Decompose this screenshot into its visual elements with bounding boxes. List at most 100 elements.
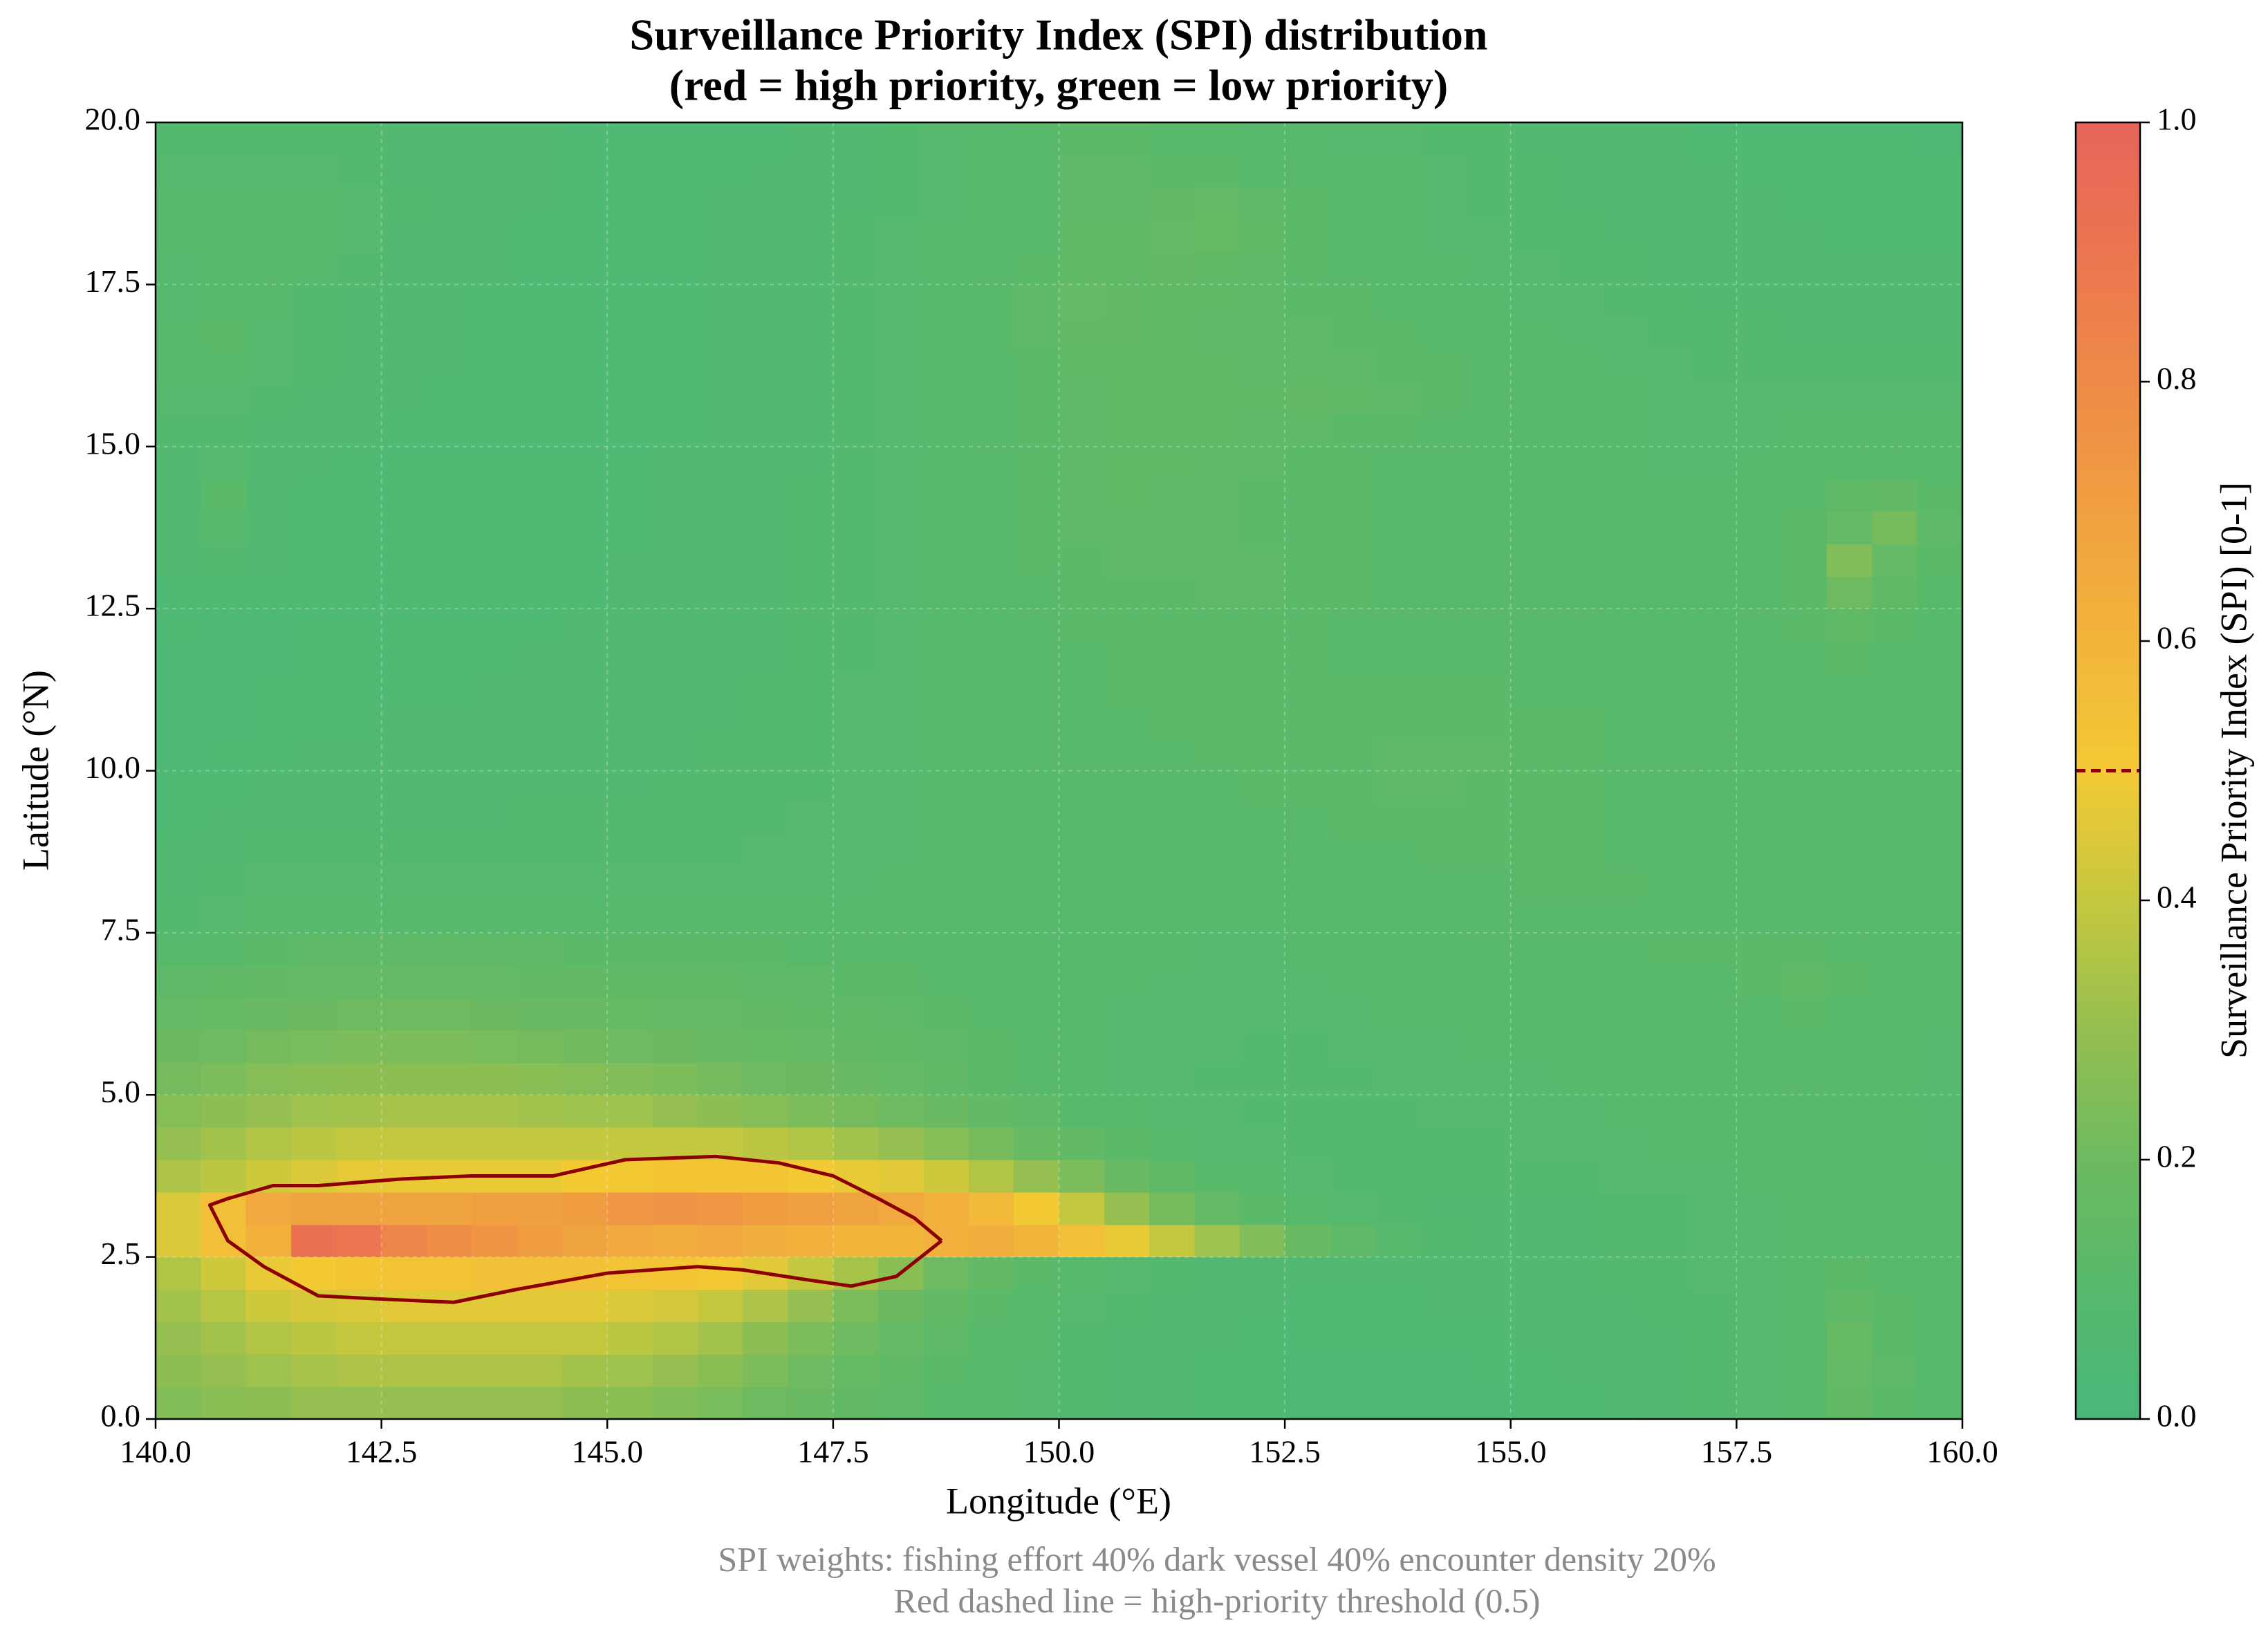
heatmap-cell <box>1375 900 1421 934</box>
heatmap-cell <box>1375 997 1421 1030</box>
heatmap-cell <box>652 609 698 642</box>
heatmap-cell <box>1375 1354 1421 1387</box>
heatmap-cell <box>1691 868 1737 901</box>
heatmap-cell <box>968 1289 1014 1322</box>
heatmap-cell <box>1104 317 1150 350</box>
heatmap-cell <box>1917 1354 1963 1387</box>
heatmap-cell <box>1646 770 1692 804</box>
heatmap-cell <box>1556 317 1601 350</box>
heatmap-cell <box>1420 900 1466 934</box>
heatmap-cell <box>426 252 472 285</box>
heatmap-cell <box>426 641 472 674</box>
heatmap-cell <box>201 479 247 512</box>
heatmap-cell <box>607 219 653 252</box>
heatmap-cell <box>1194 1160 1240 1193</box>
heatmap-cell <box>1194 576 1240 609</box>
heatmap-cell <box>290 770 337 804</box>
heatmap-cell <box>1736 479 1783 512</box>
heatmap-cell <box>1510 576 1556 609</box>
heatmap-cell <box>1239 576 1285 609</box>
heatmap-cell <box>1149 317 1195 350</box>
heatmap-cell <box>697 932 743 966</box>
heatmap-cell <box>1465 1387 1512 1420</box>
heatmap-cell <box>517 1354 563 1387</box>
heatmap-cell <box>1691 1191 1737 1225</box>
heatmap-cell <box>1104 803 1150 836</box>
heatmap-cell <box>156 673 201 707</box>
heatmap-cell <box>1646 349 1692 382</box>
heatmap-cell <box>923 349 969 382</box>
heatmap-cell <box>517 414 563 447</box>
heatmap-cell <box>968 997 1014 1030</box>
heatmap-cell <box>1872 122 1918 156</box>
heatmap-cell <box>652 997 698 1030</box>
heatmap-cell <box>652 349 698 382</box>
heatmap-cell <box>1872 284 1918 317</box>
heatmap-cell <box>1646 544 1692 577</box>
heatmap-cell <box>1465 1160 1512 1193</box>
heatmap-cell <box>1917 576 1963 609</box>
heatmap-cell <box>1556 576 1601 609</box>
heatmap-cell <box>743 414 789 447</box>
heatmap-cell <box>833 382 879 415</box>
heatmap-cell <box>336 1062 382 1095</box>
heatmap-cell <box>1375 1257 1421 1290</box>
heatmap-cell <box>1104 446 1150 480</box>
heatmap-cell <box>1420 219 1466 252</box>
heatmap-cell <box>788 219 834 252</box>
heatmap-cell <box>245 1289 292 1322</box>
heatmap-cell <box>201 414 247 447</box>
heatmap-cell <box>517 1224 563 1258</box>
heatmap-cell <box>1646 414 1692 447</box>
heatmap-cell <box>1059 382 1105 415</box>
heatmap-cell <box>878 1095 924 1128</box>
heatmap-cell <box>1465 252 1512 285</box>
heatmap-cell <box>517 349 563 382</box>
heatmap-cell <box>878 900 924 934</box>
heatmap-cell <box>201 900 247 934</box>
heatmap-cell <box>652 284 698 317</box>
heatmap-cell <box>1510 868 1556 901</box>
heatmap-cell <box>1691 1095 1737 1128</box>
heatmap-cell <box>1827 641 1872 674</box>
heatmap-cell <box>156 705 201 739</box>
heatmap-cell <box>1646 738 1692 771</box>
heatmap-cell <box>1872 1387 1918 1420</box>
heatmap-cell <box>517 738 563 771</box>
heatmap-cell <box>1827 770 1872 804</box>
heatmap-cell <box>743 1224 789 1258</box>
heatmap-cell <box>426 219 472 252</box>
heatmap-cell <box>788 544 834 577</box>
heatmap-cell <box>290 997 337 1030</box>
heatmap-cell <box>652 803 698 836</box>
heatmap-cell <box>878 349 924 382</box>
heatmap-cell <box>607 446 653 480</box>
heatmap-cell <box>561 414 608 447</box>
heatmap-cell <box>1465 479 1512 512</box>
heatmap-cell <box>1285 219 1330 252</box>
heatmap-cell <box>1194 609 1240 642</box>
heatmap-cell <box>1014 609 1059 642</box>
heatmap-cell <box>878 1127 924 1160</box>
heatmap-cell <box>697 1030 743 1063</box>
heatmap-cell <box>472 835 518 869</box>
heatmap-cell <box>1691 1257 1737 1290</box>
heatmap-cell <box>1736 609 1783 642</box>
heatmap-cell <box>1465 317 1512 350</box>
heatmap-cell <box>968 1160 1014 1193</box>
heatmap-cell <box>1917 900 1963 934</box>
heatmap-cell <box>381 1062 427 1095</box>
heatmap-cell <box>1285 382 1330 415</box>
heatmap-cell <box>788 252 834 285</box>
heatmap-cell <box>1872 187 1918 221</box>
heatmap-cell <box>833 835 879 869</box>
heatmap-cell <box>743 1387 789 1420</box>
heatmap-cell <box>788 1095 834 1128</box>
heatmap-cell <box>1194 738 1240 771</box>
heatmap-cell <box>517 641 563 674</box>
heatmap-cell <box>1104 1224 1150 1258</box>
heatmap-cell <box>1601 1160 1647 1193</box>
heatmap-cell <box>1014 317 1059 350</box>
heatmap-cell <box>968 1257 1014 1290</box>
heatmap-cell <box>607 1062 653 1095</box>
